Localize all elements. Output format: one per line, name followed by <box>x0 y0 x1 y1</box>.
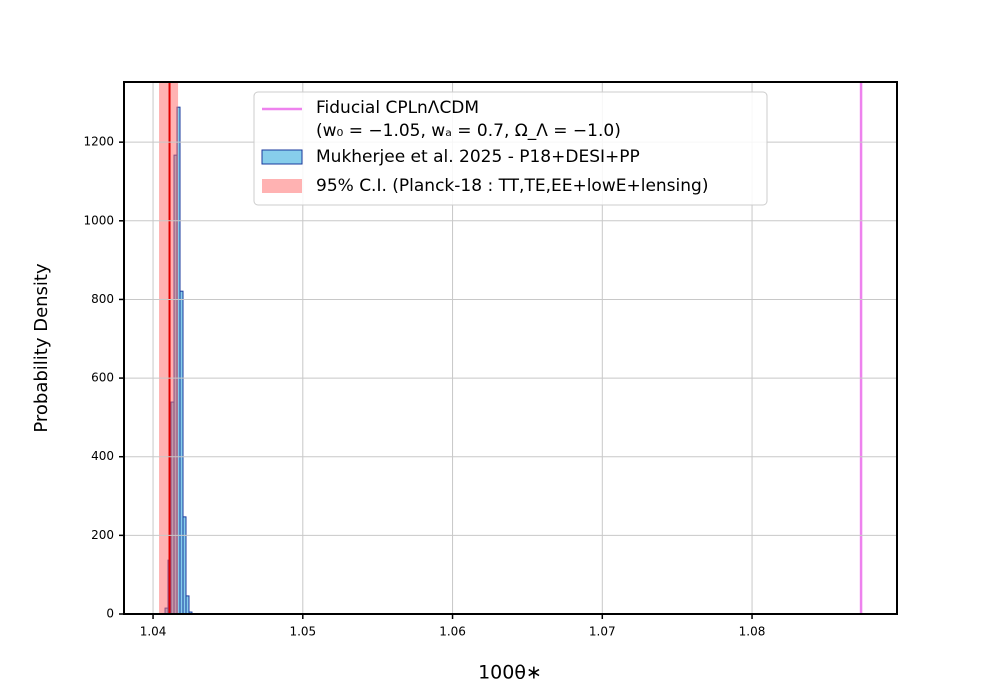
legend-label: Fiducial CPLnΛCDM <box>316 98 479 118</box>
plot-area <box>159 82 863 614</box>
y-tick-label: 800 <box>91 292 114 306</box>
y-tick-label: 1200 <box>83 135 114 149</box>
legend: Fiducial CPLnΛCDM (w₀ = −1.05, wₐ = 0.7, … <box>253 91 768 206</box>
histogram-bar <box>179 290 184 614</box>
axes-frame <box>123 81 898 615</box>
x-tick-label: 1.04 <box>140 625 167 639</box>
legend-label: (w₀ = −1.05, wₐ = 0.7, Ω_Λ = −1.0) <box>316 121 621 141</box>
x-tick-label: 1.05 <box>289 625 316 639</box>
x-tick-label: 1.07 <box>589 625 616 639</box>
legend-label: Mukherjee et al. 2025 - P18+DESI+PP <box>316 147 640 167</box>
legend-label: 95% C.I. (Planck-18 : TT,TE,EE+lowE+lens… <box>316 176 708 196</box>
y-tick-label: 400 <box>91 449 114 463</box>
legend-frame <box>253 91 768 206</box>
histogram-bar <box>185 595 190 614</box>
y-tick-label: 1000 <box>83 213 114 227</box>
y-tick-label: 0 <box>106 607 114 621</box>
x-axis-label: 100θ∗ <box>478 662 542 684</box>
y-axis-label: Probability Density <box>31 263 52 433</box>
legend-handle <box>261 149 303 165</box>
x-tick-label: 1.08 <box>739 625 766 639</box>
legend-handle <box>262 179 302 193</box>
x-tick-label: 1.06 <box>439 625 466 639</box>
y-tick-label: 200 <box>91 528 114 542</box>
y-tick-label: 600 <box>91 371 114 385</box>
